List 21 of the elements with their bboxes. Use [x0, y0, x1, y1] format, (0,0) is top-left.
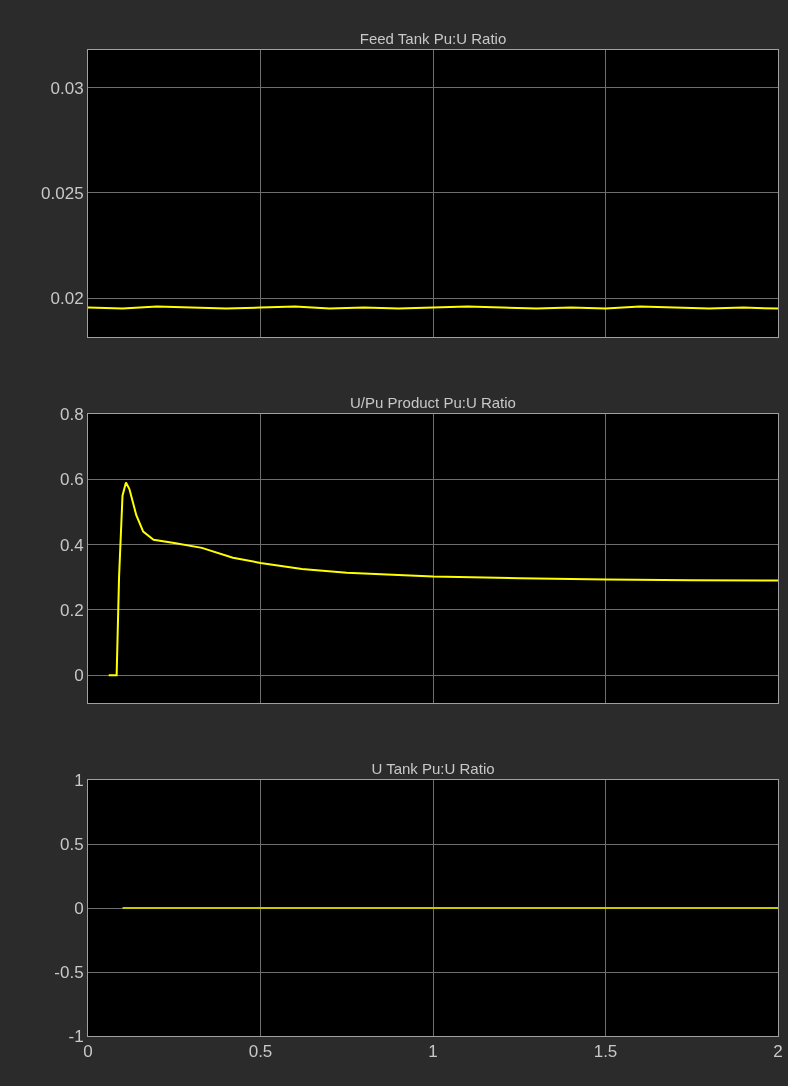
chart-title: U/Pu Product Pu:U Ratio	[350, 394, 516, 411]
chart-title: Feed Tank Pu:U Ratio	[359, 30, 507, 47]
y-tick-label: 0.02	[50, 289, 84, 309]
x-tick-label: 1	[428, 1042, 438, 1062]
y-tick-label: 1	[74, 770, 84, 790]
y-tick-label: 0.5	[59, 834, 84, 854]
line-series	[107, 481, 778, 677]
y-tick-label: 0.6	[59, 470, 84, 490]
chart-title: U Tank Pu:U Ratio	[371, 760, 495, 777]
y-tick-label: 0.8	[59, 404, 84, 424]
y-tick-label: 0.4	[59, 535, 84, 555]
y-tick-label: 0	[74, 666, 84, 686]
y-tick-label: 0.025	[41, 183, 84, 203]
x-tick-label: 0.5	[248, 1042, 273, 1062]
y-tick-label: 0.2	[59, 600, 84, 620]
y-tick-label: 0	[74, 898, 84, 918]
y-tick-label: -0.5	[54, 962, 84, 982]
y-tick-label: 0.03	[50, 78, 84, 98]
x-tick-label: 2	[773, 1042, 783, 1062]
y-tick-label: -1	[68, 1026, 84, 1046]
x-tick-label: 1.5	[593, 1042, 618, 1062]
